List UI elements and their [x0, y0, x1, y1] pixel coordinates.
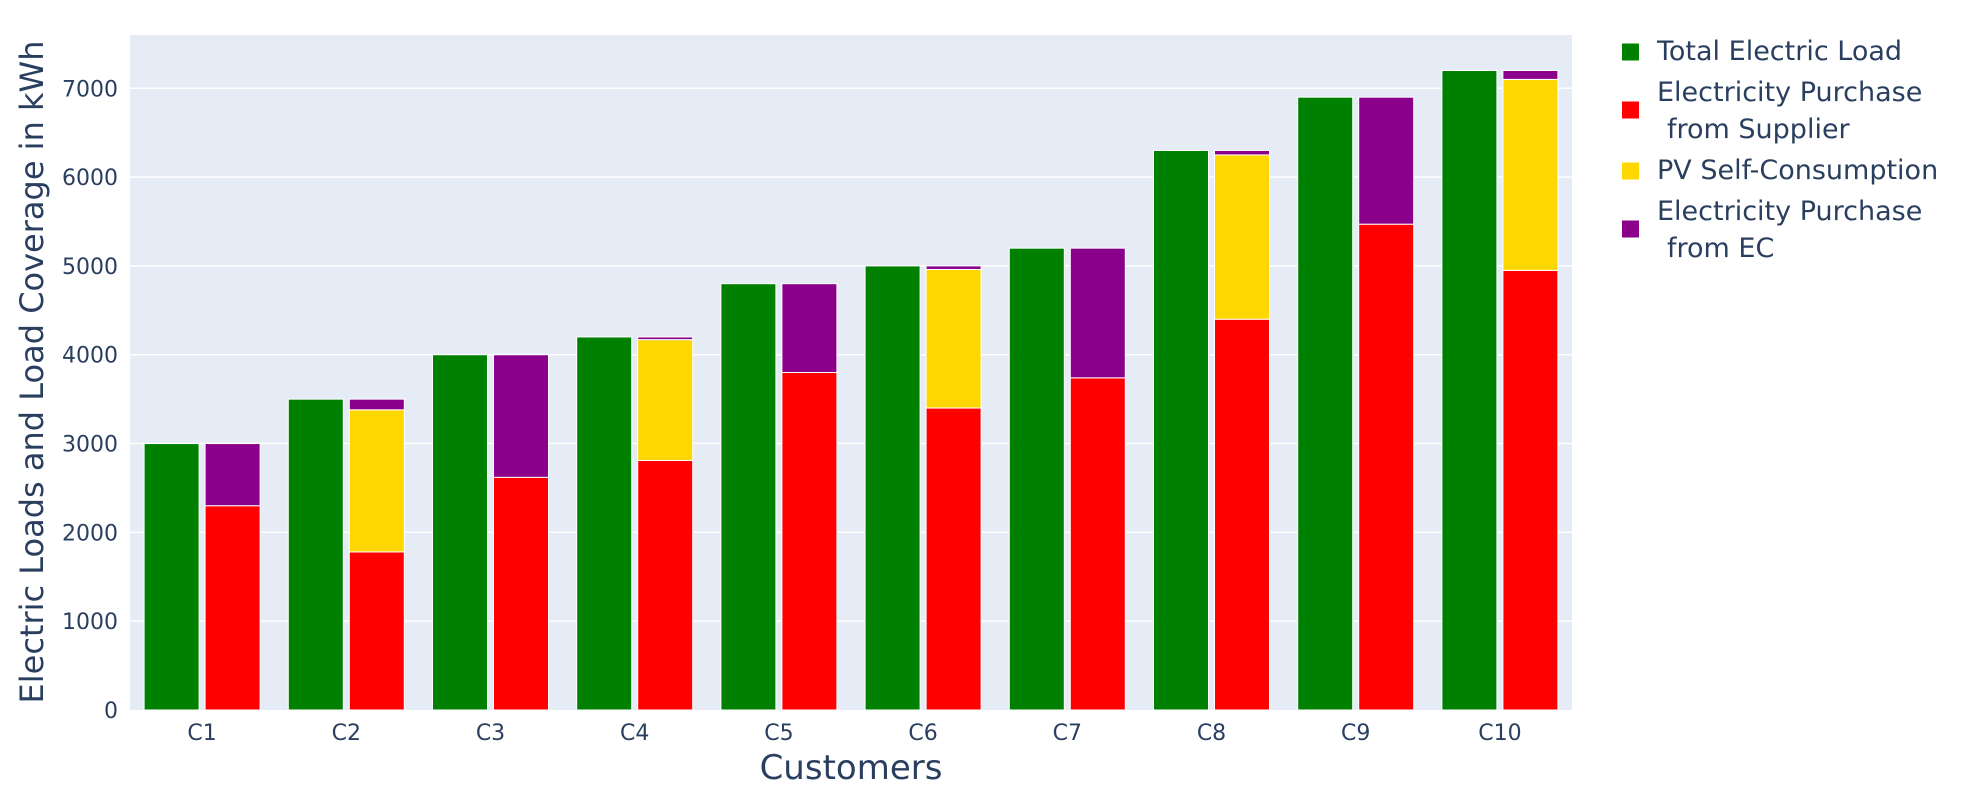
legend-swatch	[1622, 43, 1639, 61]
bar-purchase-ec	[493, 354, 549, 478]
x-tick-label: C10	[1478, 721, 1521, 746]
bar-pv-self-consumption	[925, 268, 982, 409]
x-tick-label: C5	[764, 721, 793, 746]
bar-total-electric-load	[1008, 247, 1065, 711]
bar-total-electric-load	[287, 398, 344, 711]
x-tick-label: C8	[1197, 721, 1226, 746]
bar-total-electric-load	[143, 443, 200, 711]
x-tick-label: C7	[1053, 721, 1082, 746]
legend-label-line: Electricity Purchase	[1657, 196, 1922, 227]
legend-swatch	[1622, 220, 1639, 238]
bar-purchase-ec	[1069, 247, 1126, 379]
bar-pv-self-consumption	[1214, 154, 1270, 320]
x-tick-label: C2	[332, 721, 361, 746]
legend-label-line: PV Self-Consumption	[1657, 155, 1938, 186]
y-tick-label: 4000	[62, 344, 118, 369]
legend-label: Electricity Purchase from EC	[1657, 196, 1922, 264]
bar-purchase-supplier	[925, 407, 982, 711]
bar-purchase-supplier	[493, 476, 549, 711]
legend-label-line: from Supplier	[1667, 114, 1851, 145]
bar-total-electric-load	[432, 354, 488, 711]
y-axis-title: Electric Loads and Load Coverage in kWh	[13, 41, 51, 704]
y-tick-label: 1000	[62, 610, 118, 635]
legend-label: PV Self-Consumption	[1657, 155, 1938, 186]
y-tick-label: 5000	[62, 255, 118, 280]
x-tick-label: C9	[1341, 721, 1370, 746]
bar-total-electric-load	[1297, 96, 1354, 711]
bar-total-electric-load	[576, 336, 633, 711]
bar-purchase-supplier	[1214, 318, 1270, 711]
y-tick-labels: 0 1000 2000 3000 4000 5000 6000 7000	[62, 77, 118, 724]
legend-label-line: from EC	[1667, 233, 1774, 264]
bar-purchase-supplier	[1358, 223, 1415, 711]
bar-total-electric-load	[1441, 70, 1498, 711]
legend-item[interactable]: PV Self-Consumption	[1622, 155, 1938, 186]
bar-total-electric-load	[1153, 149, 1209, 711]
legend-swatch	[1622, 101, 1639, 119]
y-tick-label: 2000	[62, 521, 118, 546]
bars-layer	[143, 70, 1559, 711]
legend-item[interactable]: Electricity Purchase from Supplier	[1622, 77, 1922, 145]
bar-purchase-supplier	[1069, 377, 1126, 711]
legend-item[interactable]: Electricity Purchase from EC	[1622, 196, 1922, 264]
y-tick-label: 3000	[62, 433, 118, 458]
bar-purchase-supplier	[1502, 269, 1559, 711]
x-tick-label: C1	[187, 721, 216, 746]
x-axis-title: Customers	[760, 748, 943, 788]
bar-pv-self-consumption	[1502, 78, 1559, 271]
x-tick-label: C3	[476, 721, 505, 746]
bar-purchase-ec	[781, 283, 838, 373]
bar-pv-self-consumption	[348, 409, 405, 553]
legend-label-line: Total Electric Load	[1656, 36, 1902, 67]
bar-purchase-ec	[204, 443, 261, 507]
bar-purchase-ec	[1214, 149, 1270, 156]
legend-item[interactable]: Total Electric Load	[1622, 36, 1902, 67]
legend-swatch	[1622, 162, 1639, 180]
bar-total-electric-load	[720, 283, 777, 711]
bar-purchase-supplier	[204, 505, 261, 711]
legend-label-line: Electricity Purchase	[1657, 77, 1922, 108]
bar-purchase-ec	[1358, 96, 1415, 225]
legend: Total Electric Load Electricity Purchase f…	[1622, 36, 1938, 264]
bar-purchase-ec	[637, 336, 694, 341]
y-tick-label: 6000	[62, 166, 118, 191]
bar-purchase-ec	[925, 265, 982, 270]
bar-purchase-ec	[1502, 70, 1559, 80]
legend-label: Total Electric Load	[1656, 36, 1902, 67]
x-tick-label: C4	[620, 721, 649, 746]
legend-label: Electricity Purchase from Supplier	[1657, 77, 1922, 145]
bar-purchase-supplier	[348, 551, 405, 711]
y-tick-label: 0	[104, 699, 118, 724]
plot-background	[130, 35, 1572, 710]
y-tick-label: 7000	[62, 77, 118, 102]
bar-purchase-supplier	[637, 459, 694, 711]
bar-total-electric-load	[864, 265, 921, 711]
bar-purchase-supplier	[781, 372, 838, 711]
bar-pv-self-consumption	[637, 339, 694, 461]
x-tick-labels: C1 C2 C3 C4 C5 C6 C7 C8 C9 C10	[187, 721, 1521, 746]
x-tick-label: C6	[908, 721, 937, 746]
bar-purchase-ec	[348, 398, 405, 411]
